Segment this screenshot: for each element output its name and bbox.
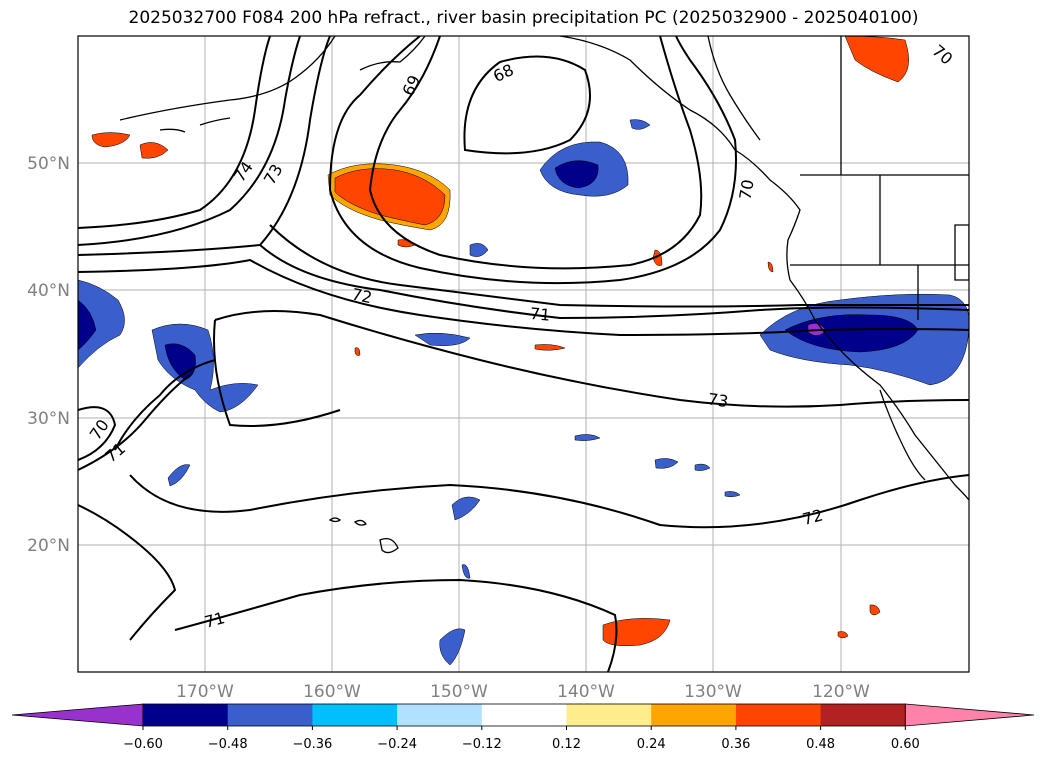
latitude-labels: 50°N 40°N 30°N 20°N — [27, 154, 70, 556]
colorbar-tick-label: 0.12 — [552, 737, 581, 752]
lon-label: 170°W — [176, 682, 234, 702]
contour-label: 70 — [736, 178, 758, 201]
colorbar-segment — [735, 704, 822, 726]
colorbar-extend-max — [904, 703, 1035, 727]
lat-label: 40°N — [27, 281, 70, 301]
colorbar-border — [142, 703, 906, 727]
colorbar-tick-label: 0.60 — [891, 737, 920, 752]
longitude-labels: 170°W 160°W 150°W 140°W 130°W 120°W — [176, 682, 870, 702]
colorbar-segment — [566, 704, 652, 726]
contour-label: 73 — [707, 389, 730, 411]
lon-label: 150°W — [430, 682, 488, 702]
contour-label: 71 — [202, 608, 227, 632]
colorbar-segment — [397, 704, 483, 726]
map-title: 2025032700 F084 200 hPa refract., river … — [128, 8, 919, 28]
colorbar-tick-label: 0.24 — [637, 737, 666, 752]
lat-label: 20°N — [27, 536, 70, 556]
colorbar-tick-label: 0.36 — [721, 737, 750, 752]
contour-label: 71 — [529, 304, 551, 325]
colorbar-segment — [143, 704, 229, 726]
colorbar-tick-label: −0.48 — [208, 737, 248, 752]
contour-label: 72 — [800, 505, 825, 529]
lon-label: 140°W — [557, 682, 615, 702]
colorbar-tick-label: −0.36 — [292, 737, 332, 752]
colorbar-extend-min — [11, 703, 144, 727]
contour-label: 72 — [350, 284, 374, 307]
colorbar-segment — [820, 704, 906, 726]
map-frame — [77, 35, 970, 673]
colorbar-tick-label: 0.48 — [806, 737, 835, 752]
lat-label: 50°N — [27, 154, 70, 174]
lat-label: 30°N — [27, 409, 70, 429]
lon-label: 160°W — [303, 682, 361, 702]
lon-label: 120°W — [812, 682, 870, 702]
lon-label: 130°W — [684, 682, 742, 702]
colorbar — [11, 703, 1035, 727]
colorbar-ticks: −0.60 −0.48 −0.36 −0.24 −0.12 0.12 0.24 0.36 0.4… — [123, 726, 920, 752]
colorbar-segment — [312, 704, 398, 726]
precip-positive-areas — [91, 36, 909, 647]
colorbar-tick-label: −0.60 — [123, 737, 163, 752]
colorbar-segment — [227, 704, 313, 726]
colorbar-segment — [481, 704, 567, 726]
coastlines — [119, 36, 969, 554]
refractivity-contours — [78, 36, 969, 672]
colorbar-tick-label: −0.24 — [377, 737, 417, 752]
colorbar-segment — [651, 704, 737, 726]
colorbar-tick-label: −0.12 — [462, 737, 502, 752]
